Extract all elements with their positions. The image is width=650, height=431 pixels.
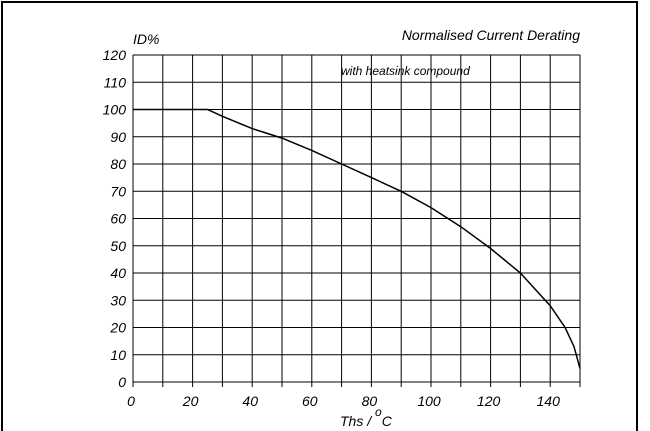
chart-title: Normalised Current Derating (402, 27, 580, 43)
grid-lines (132, 54, 581, 387)
x-axis-label: Ths / oC (340, 405, 393, 429)
y-tick-label: 0 (118, 374, 126, 390)
x-axis-label-main: Ths / (340, 413, 375, 429)
x-tick-label: 140 (537, 393, 561, 409)
y-tick-labels: 0 10 20 30 40 50 60 70 80 90 100 110 120 (103, 47, 127, 390)
x-tick-label: 100 (417, 393, 441, 409)
x-tick-label: 0 (127, 393, 135, 409)
x-tick-label: 80 (362, 393, 378, 409)
y-tick-label: 10 (110, 347, 126, 363)
x-tick-label: 40 (242, 393, 258, 409)
x-tick-label: 120 (477, 393, 501, 409)
y-tick-label: 30 (110, 292, 126, 308)
y-tick-label: 20 (109, 320, 126, 336)
x-axis-label-degree: o (375, 405, 382, 419)
chart-frame (1, 1, 638, 431)
y-tick-label: 80 (110, 156, 126, 172)
x-axis-label-unit: C (382, 413, 393, 429)
y-tick-label: 100 (103, 102, 127, 118)
x-tick-label: 20 (182, 393, 199, 409)
derating-curve (133, 108, 581, 369)
y-tick-label: 120 (103, 47, 127, 63)
x-tick-label: 60 (302, 393, 318, 409)
chart-annotation: with heatsink compound (341, 64, 470, 78)
y-tick-label: 70 (110, 183, 126, 199)
y-tick-label: 90 (110, 129, 126, 145)
y-axis-label: ID% (133, 31, 159, 47)
series-group (133, 108, 581, 369)
x-tick-labels: 0 20 40 60 80 100 120 140 (127, 393, 560, 409)
y-tick-label: 60 (110, 211, 126, 227)
y-tick-label: 40 (110, 265, 126, 281)
y-tick-label: 110 (104, 74, 127, 90)
y-tick-label: 50 (110, 238, 126, 254)
